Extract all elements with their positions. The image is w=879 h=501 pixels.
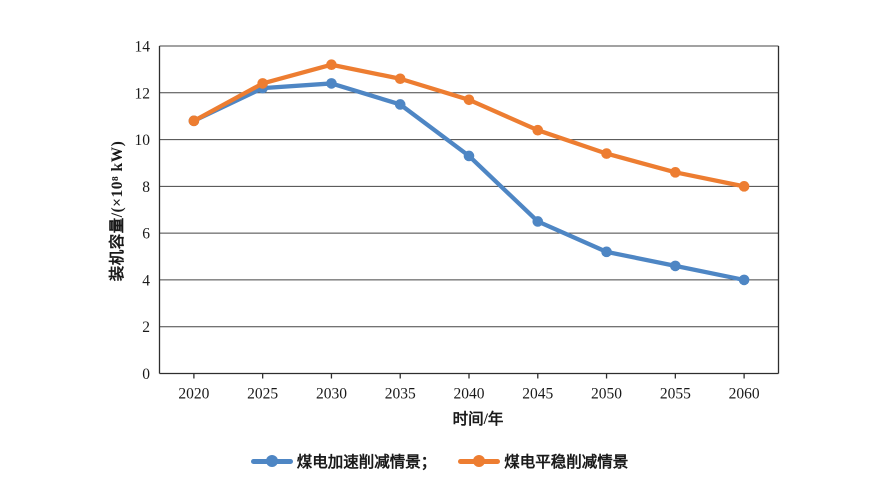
y-tick-label: 12 xyxy=(135,85,151,102)
y-tick-label: 2 xyxy=(142,319,150,336)
data-point xyxy=(532,124,544,136)
data-point xyxy=(670,260,681,272)
y-axis-title: 装机容量/(×10⁸ kW) xyxy=(109,140,126,282)
legend-item-accelerated-scenario: 煤电加速削减情景； xyxy=(250,449,437,473)
y-tick-label: 10 xyxy=(135,132,151,149)
y-tick-label: 4 xyxy=(142,272,150,289)
data-point xyxy=(463,94,475,106)
x-tick-label: 2030 xyxy=(316,386,347,403)
data-point xyxy=(532,216,544,227)
data-point xyxy=(738,181,750,192)
data-point xyxy=(326,78,337,89)
data-point xyxy=(257,78,268,89)
x-tick-label: 2020 xyxy=(178,386,209,403)
legend-line-marker-orange-icon xyxy=(458,455,501,467)
data-point xyxy=(326,59,337,71)
legend-line-marker-blue-icon xyxy=(250,455,293,467)
series-line-0 xyxy=(191,81,747,283)
legend-dot-blue-icon xyxy=(265,455,278,467)
plot-area: 2020 2025 2030 2035 2040 2045 2050 2055 2060 0 2 4 6… xyxy=(135,39,780,403)
x-tick-label: 2060 xyxy=(729,386,760,403)
data-point xyxy=(601,148,612,159)
data-point xyxy=(601,246,612,258)
y-tick-label: 0 xyxy=(142,366,150,383)
data-point xyxy=(463,150,475,162)
x-tick-label: 2045 xyxy=(522,386,553,403)
y-tick-label: 8 xyxy=(142,179,150,196)
legend-label-steady: 煤电平稳削减情景 xyxy=(504,454,629,471)
x-tick-label: 2025 xyxy=(247,386,278,403)
data-point xyxy=(738,274,750,286)
y-tick-label: 6 xyxy=(142,226,150,243)
legend-item-steady-scenario: 煤电平稳削减情景 xyxy=(458,449,628,473)
x-tick-label: 2050 xyxy=(591,386,622,403)
legend-dot-orange-icon xyxy=(473,455,486,467)
y-tick-label: 14 xyxy=(135,39,151,56)
series-line-1 xyxy=(191,62,747,189)
x-tick-label: 2035 xyxy=(385,386,416,403)
x-axis-title: 时间/年 xyxy=(452,411,504,428)
data-point xyxy=(394,99,406,110)
data-point xyxy=(670,167,681,178)
x-tick-label: 2040 xyxy=(454,386,485,403)
x-tick-label: 2055 xyxy=(660,386,691,403)
legend-label-accelerated: 煤电加速削减情景； xyxy=(296,454,437,471)
data-point xyxy=(188,115,200,127)
legend: 煤电加速削减情景； 煤电平稳削减情景 xyxy=(0,449,879,473)
data-point xyxy=(394,73,406,85)
